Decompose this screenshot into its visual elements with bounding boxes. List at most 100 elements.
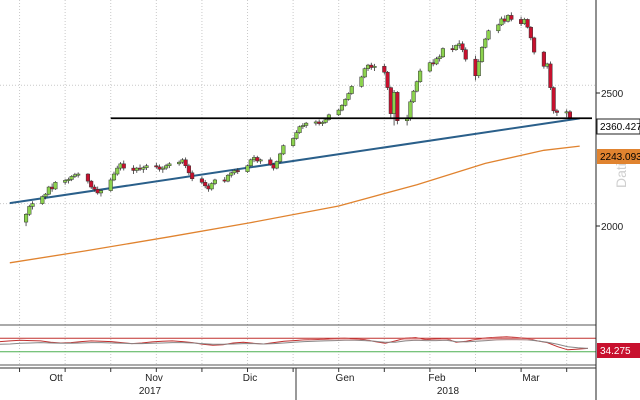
month-label-nov: Nov <box>145 373 163 384</box>
rsi-series-1 <box>0 339 589 349</box>
rsi-shade-51 <box>512 337 523 341</box>
chart-grid <box>0 0 596 365</box>
candle-26 <box>141 167 146 170</box>
candle-62 <box>304 122 309 126</box>
candle-1 <box>27 206 32 215</box>
rsi-shade-33 <box>329 338 340 341</box>
candle-74 <box>362 68 367 78</box>
candle-72 <box>349 86 354 94</box>
candle-9 <box>66 179 71 181</box>
candle-8 <box>63 180 68 183</box>
candle-100 <box>479 47 485 62</box>
candle-31 <box>164 165 169 169</box>
rsi-shade-43 <box>430 338 441 341</box>
month-label-dic: Dic <box>243 373 257 384</box>
candle-59 <box>294 132 299 139</box>
watermark: Dati <box>613 163 629 188</box>
moving-average-tag-label: 2243.0933 <box>600 152 640 163</box>
candle-10 <box>69 176 74 180</box>
candle-33 <box>177 161 182 165</box>
candle-102 <box>486 30 491 40</box>
candle-69 <box>339 105 345 111</box>
candle-73 <box>359 76 364 87</box>
candle-99 <box>476 61 481 77</box>
candle-61 <box>300 125 305 127</box>
price-tag: 2360.427 <box>596 118 640 135</box>
rsi-shade-42 <box>420 339 431 341</box>
candle-85 <box>411 90 416 103</box>
candle-65 <box>320 122 325 124</box>
candle-39 <box>203 182 208 187</box>
rsi-layer <box>0 336 596 353</box>
rsi-shade-34 <box>339 338 350 341</box>
rsi-shade-50 <box>501 336 512 341</box>
candle-52 <box>258 159 263 162</box>
rsi-shade-36 <box>359 339 370 341</box>
trend-line-layer <box>9 117 580 205</box>
candle-32 <box>167 163 172 166</box>
candle-13 <box>85 173 90 182</box>
candle-117 <box>554 110 559 113</box>
candles-layer <box>24 12 572 227</box>
candle-77 <box>372 66 377 68</box>
tick-label-2000: 2000 <box>601 222 624 233</box>
candle-38 <box>199 178 204 183</box>
candle-55 <box>274 161 279 169</box>
candle-18 <box>108 179 113 191</box>
year-label-2018: 2018 <box>437 386 460 397</box>
trend-line <box>9 117 580 205</box>
candle-78 <box>382 66 387 73</box>
candle-112 <box>532 37 537 53</box>
rsi-shade-47 <box>471 339 482 341</box>
candle-60 <box>297 126 302 133</box>
candle-116 <box>551 87 556 112</box>
candle-84 <box>408 101 413 119</box>
candle-37 <box>190 172 195 180</box>
candle-3 <box>40 196 45 204</box>
candle-11 <box>72 174 77 177</box>
candle-41 <box>209 183 214 190</box>
candle-113 <box>541 51 546 67</box>
time-axis-ticks <box>19 368 568 372</box>
rsi-shade-48 <box>481 337 492 341</box>
candle-5 <box>46 186 51 195</box>
candle-27 <box>144 165 149 168</box>
candle-103 <box>496 24 501 32</box>
moving-average-line <box>9 145 580 264</box>
candle-14 <box>89 180 94 188</box>
candle-12 <box>76 173 81 176</box>
rsi-shade-44 <box>441 338 452 341</box>
rsi-shade-40 <box>400 338 411 341</box>
candle-53 <box>268 159 273 165</box>
candle-66 <box>323 119 328 123</box>
candle-35 <box>183 159 188 166</box>
candle-44 <box>225 174 231 182</box>
moving-average-tag: 2243.0933 <box>597 149 640 164</box>
rsi-shade-49 <box>491 337 502 341</box>
rsi-shade-31 <box>309 339 320 341</box>
candle-49 <box>248 159 253 166</box>
candle-4 <box>43 193 48 197</box>
candle-115 <box>548 63 553 88</box>
candle-28 <box>154 165 159 168</box>
candle-36 <box>186 165 191 174</box>
candle-71 <box>346 93 351 100</box>
candle-20 <box>115 167 120 175</box>
candle-87 <box>418 70 423 82</box>
rsi-shade-32 <box>319 339 330 341</box>
candle-90 <box>434 58 439 65</box>
candle-47 <box>235 170 240 172</box>
candle-79 <box>385 71 390 88</box>
year-label-2017: 2017 <box>139 386 162 397</box>
candle-42 <box>212 179 218 184</box>
rsi-tag-label: 34.275 <box>600 346 631 357</box>
candle-17 <box>98 190 104 194</box>
candle-94 <box>453 45 459 50</box>
candle-110 <box>525 19 530 28</box>
rsi-shade-35 <box>349 338 360 341</box>
candle-15 <box>92 186 97 190</box>
rsi-shade-52 <box>522 338 533 341</box>
candle-92 <box>440 48 445 58</box>
candle-67 <box>326 114 331 120</box>
